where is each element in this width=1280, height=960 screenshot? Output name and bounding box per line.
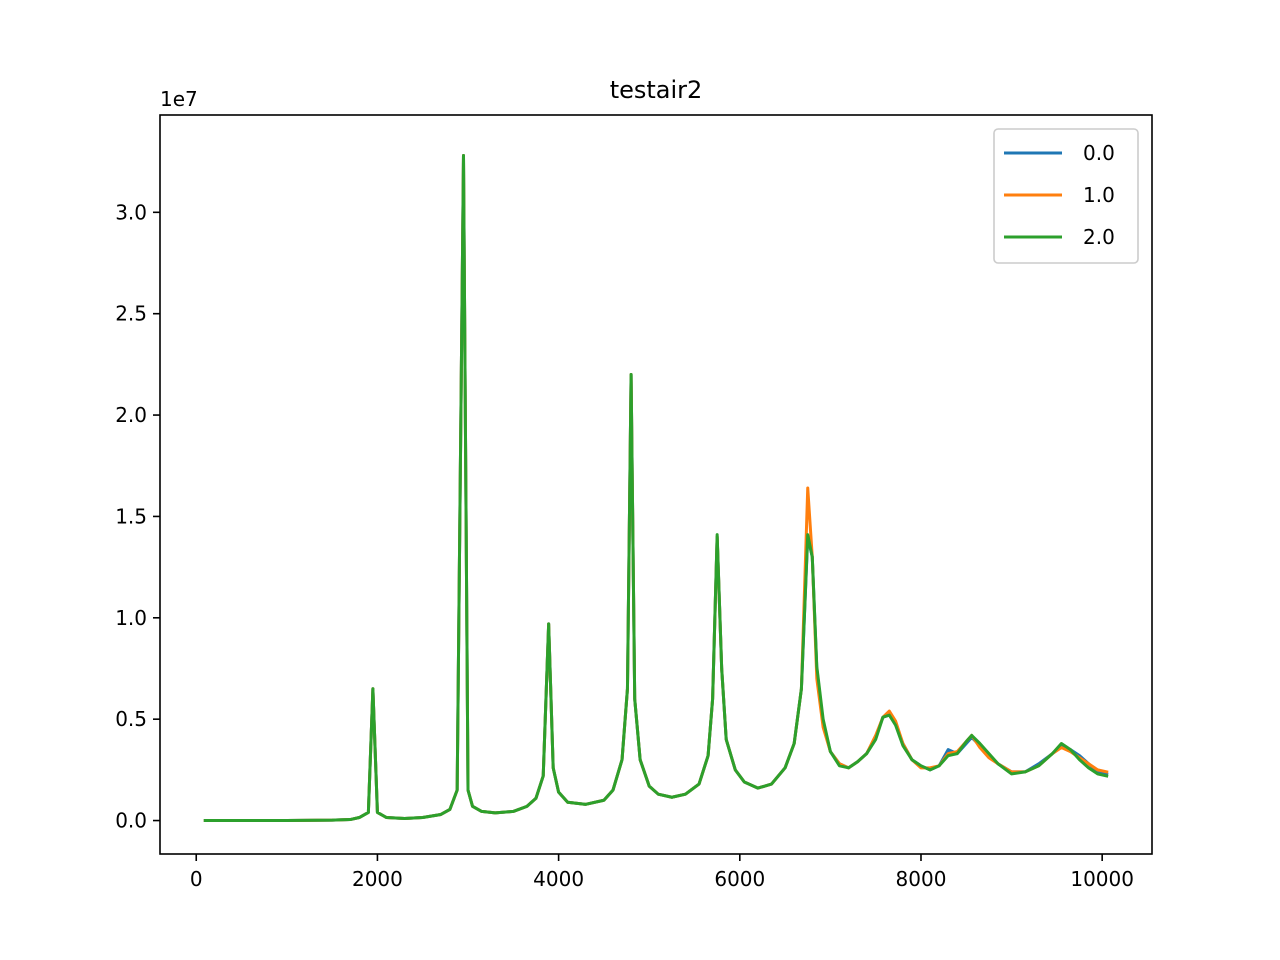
- legend: 0.0 1.0 2.0: [993, 128, 1139, 264]
- plot-frame: [159, 114, 1153, 855]
- x-tick-label: 6000: [714, 867, 765, 891]
- legend-label: 1.0: [1083, 183, 1115, 207]
- y-axis: 0.0 0.5 1.0 1.5 2.0 2.5 3.0: [115, 200, 160, 833]
- x-tick-label: 4000: [533, 867, 584, 891]
- legend-label: 0.0: [1083, 141, 1115, 165]
- y-tick-label: 0.0: [115, 809, 147, 833]
- legend-box: [993, 128, 1139, 264]
- y-tick-label: 1.5: [115, 504, 147, 528]
- y-tick-label: 2.5: [115, 302, 147, 326]
- chart-title: testair2: [610, 76, 703, 104]
- legend-label: 2.0: [1083, 225, 1115, 249]
- y-tick-label: 3.0: [115, 200, 147, 224]
- x-tick-label: 8000: [896, 867, 947, 891]
- y-tick-label: 2.0: [115, 403, 147, 427]
- y-tick-label: 1.0: [115, 606, 147, 630]
- x-tick-label: 2000: [352, 867, 403, 891]
- y-tick-label: 0.5: [115, 707, 147, 731]
- series-layer: [203, 154, 1109, 823]
- y-offset-label: 1e7: [160, 87, 198, 111]
- x-axis: 0 2000 4000 6000 8000 10000: [190, 854, 1134, 891]
- x-tick-label: 0: [190, 867, 203, 891]
- x-tick-label: 10000: [1070, 867, 1134, 891]
- series-line-2: [203, 154, 1109, 823]
